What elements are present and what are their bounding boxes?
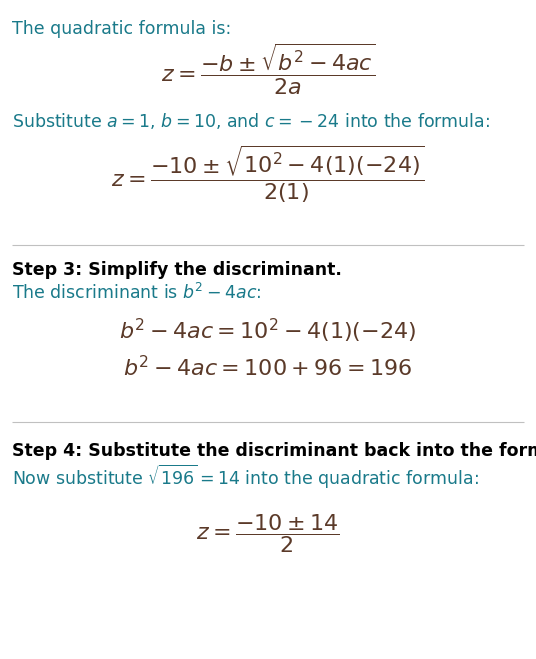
Text: Substitute $a = 1$, $b = 10$, and $c = -24$ into the formula:: Substitute $a = 1$, $b = 10$, and $c = -… bbox=[12, 111, 490, 131]
Text: $b^2 - 4ac = 10^2 - 4(1)(-24)$: $b^2 - 4ac = 10^2 - 4(1)(-24)$ bbox=[120, 317, 416, 345]
Text: $z = \dfrac{-10 \pm \sqrt{10^2 - 4(1)(-24)}}{2(1)}$: $z = \dfrac{-10 \pm \sqrt{10^2 - 4(1)(-2… bbox=[111, 144, 425, 205]
Text: $z = \dfrac{-10 \pm 14}{2}$: $z = \dfrac{-10 \pm 14}{2}$ bbox=[196, 512, 340, 556]
Text: Step 3: Simplify the discriminant.: Step 3: Simplify the discriminant. bbox=[12, 260, 341, 279]
Text: The discriminant is $b^2 - 4ac$:: The discriminant is $b^2 - 4ac$: bbox=[12, 283, 261, 302]
Text: The quadratic formula is:: The quadratic formula is: bbox=[12, 20, 231, 38]
Text: $b^2 - 4ac = 100 + 96 = 196$: $b^2 - 4ac = 100 + 96 = 196$ bbox=[123, 355, 413, 380]
Text: $z = \dfrac{-b \pm \sqrt{b^2 - 4ac}}{2a}$: $z = \dfrac{-b \pm \sqrt{b^2 - 4ac}}{2a}… bbox=[160, 42, 376, 97]
Text: Now substitute $\sqrt{196} = 14$ into the quadratic formula:: Now substitute $\sqrt{196} = 14$ into th… bbox=[12, 463, 479, 491]
Text: Step 4: Substitute the discriminant back into the formula.: Step 4: Substitute the discriminant back… bbox=[12, 442, 536, 460]
